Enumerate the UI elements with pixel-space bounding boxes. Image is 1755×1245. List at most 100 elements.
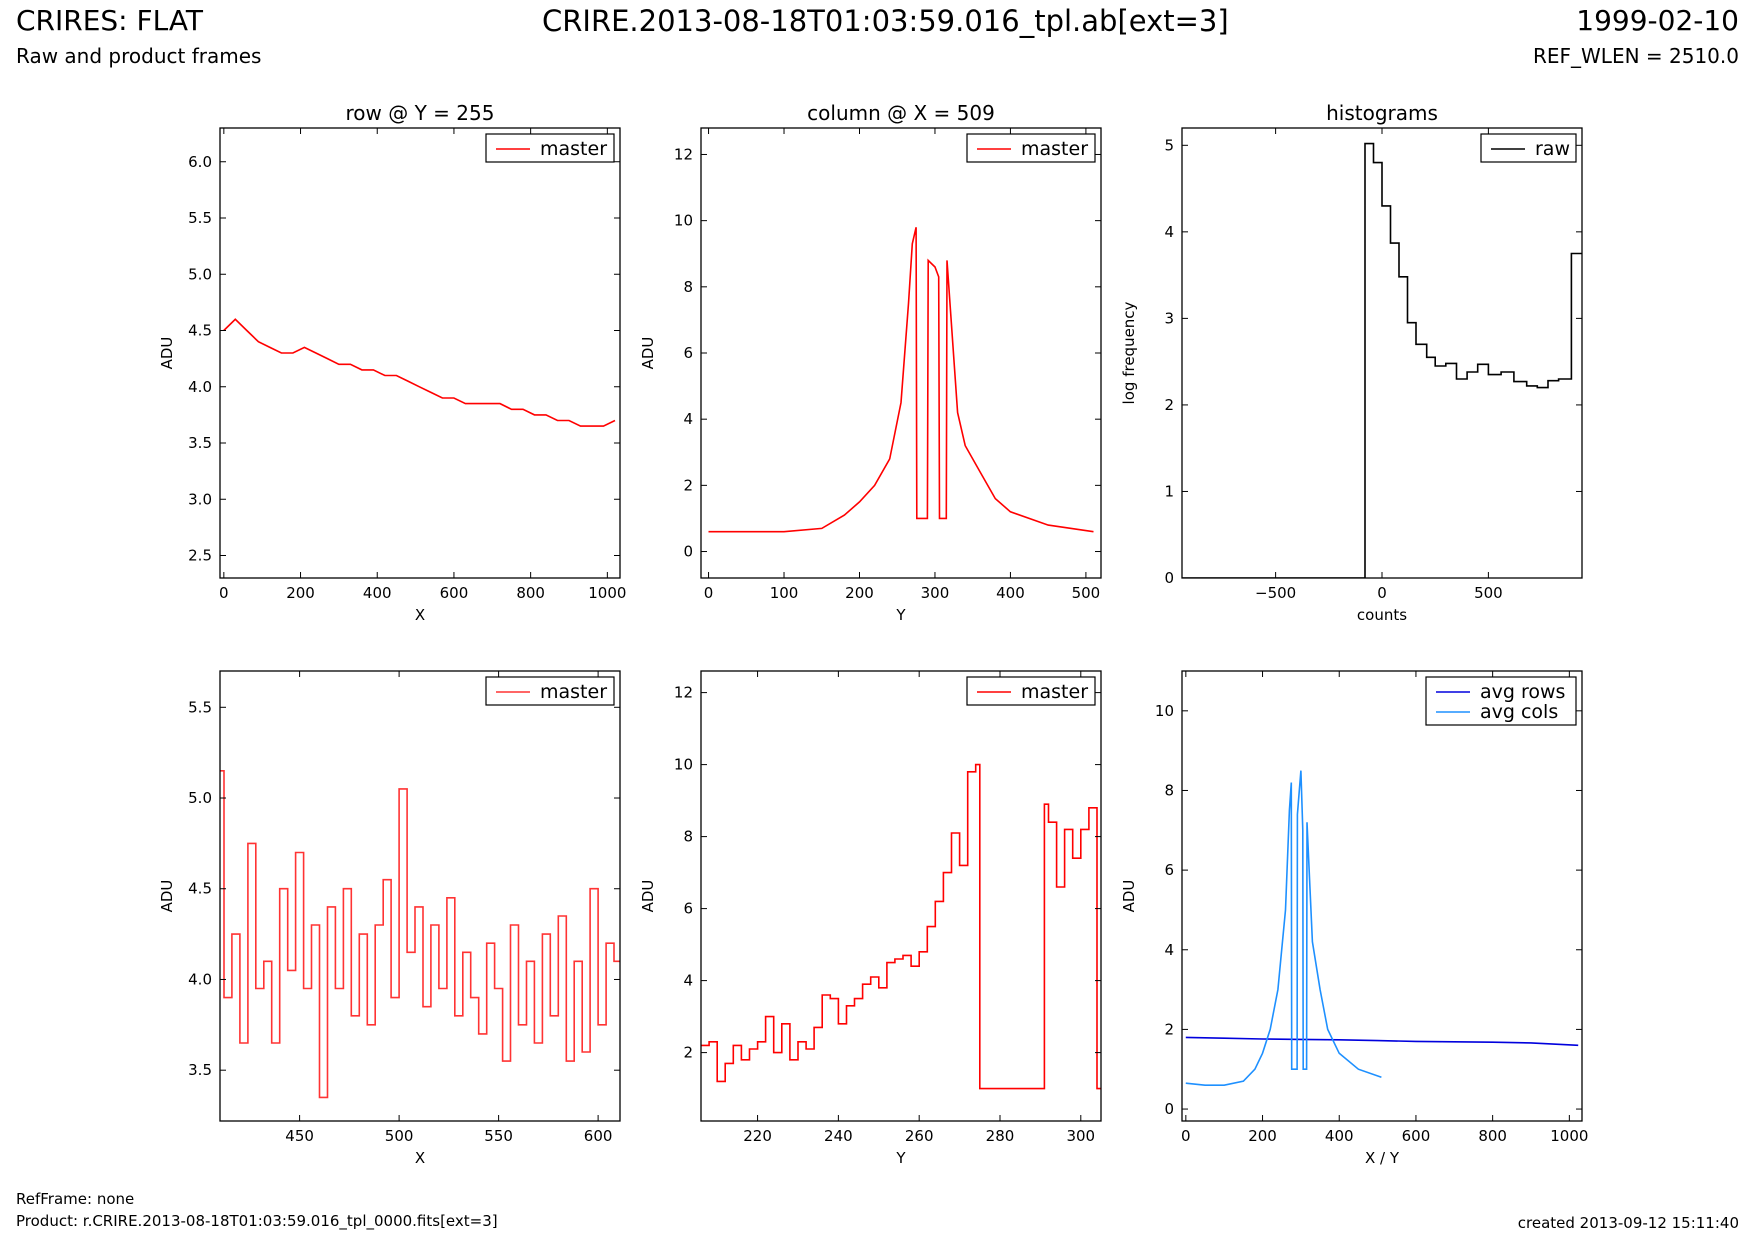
series-line-5-1 [701, 763, 1101, 1090]
chart-panel-3: −500 0 500 0 1 2 3 4 5 histograms counts log freque… [1120, 101, 1583, 624]
x-axis-label: counts [1357, 606, 1407, 624]
legend-label: avg cols [1480, 701, 1558, 723]
y-tick-label: 3 [1164, 309, 1174, 327]
y-tick-label: 1 [1164, 482, 1174, 500]
y-tick-label: 0 [683, 543, 693, 561]
x-axis-label: X / Y [1365, 1149, 1400, 1167]
x-tick-label: 800 [516, 584, 545, 602]
x-tick-label: 600 [584, 1127, 613, 1145]
plot-frame [219, 670, 621, 1122]
x-axis-label: Y [895, 606, 906, 624]
y-axis-label: ADU [158, 880, 176, 913]
y-tick-label: 2 [1164, 1020, 1174, 1038]
refframe-label: RefFrame: none [16, 1190, 135, 1208]
x-tick-label: 200 [286, 584, 315, 602]
y-tick-label: 10 [674, 212, 693, 230]
x-tick-label: 500 [1474, 584, 1503, 602]
y-tick-label: 3.5 [188, 434, 212, 452]
x-tick-label: 260 [905, 1127, 934, 1145]
page-subtitle: Raw and product frames [16, 44, 262, 68]
x-tick-label: 300 [921, 584, 950, 602]
plot-frame [219, 127, 621, 579]
x-tick-label: 280 [986, 1127, 1015, 1145]
x-tick-label: 500 [385, 1127, 414, 1145]
chart-panel-1: 0 200 400 600 800 1000 2.5 3.0 3.5 4.0 4.5 5.0 5.5 6.… [158, 101, 626, 624]
x-tick-label: 300 [1066, 1127, 1095, 1145]
y-tick-label: 4.0 [188, 970, 212, 988]
legend-box [485, 133, 615, 163]
chart-panel-5: 220 240 260 280 300 2 4 6 8 10 12 Y ADU master [639, 670, 1102, 1167]
x-tick-label: 550 [484, 1127, 513, 1145]
chart-panel-2: 0 100 200 300 400 500 0 2 4 6 8 10 12 column @ X = 50… [639, 101, 1102, 624]
y-tick-label: 2 [1164, 396, 1174, 414]
legend: master [485, 133, 615, 163]
y-tick-label: 5.0 [188, 789, 212, 807]
chart-title: row @ Y = 255 [346, 101, 495, 125]
chart-title: histograms [1326, 101, 1438, 125]
product-label: Product: r.CRIRE.2013-08-18T01:03:59.016… [16, 1212, 498, 1230]
y-tick-label: 6 [1164, 861, 1174, 879]
x-axis-label: X [415, 606, 425, 624]
x-axis-label: X [415, 1149, 425, 1167]
y-tick-label: 4 [683, 410, 693, 428]
x-tick-label: 600 [440, 584, 469, 602]
y-tick-label: 2 [683, 1044, 693, 1062]
legend-label: master [1021, 138, 1088, 160]
x-tick-label: 200 [845, 584, 874, 602]
legend-box [966, 133, 1096, 163]
legend-box [1425, 676, 1577, 726]
x-tick-label: 400 [1325, 1127, 1354, 1145]
y-axis-label: log frequency [1120, 301, 1138, 404]
y-tick-label: 3.5 [188, 1061, 212, 1079]
x-tick-label: −500 [1255, 584, 1296, 602]
y-axis-label: ADU [1120, 880, 1138, 913]
series-line-2-1 [708, 227, 1094, 533]
legend-label: avg rows [1480, 681, 1565, 703]
plot-frame [700, 670, 1102, 1122]
x-tick-label: 600 [1402, 1127, 1431, 1145]
y-tick-label: 4 [683, 972, 693, 990]
legend: master [966, 676, 1096, 706]
ref-wlen: REF_WLEN = 2510.0 [1532, 44, 1739, 68]
legend-box [1480, 133, 1577, 163]
page-title: CRIRES: FLAT [16, 4, 203, 37]
legend-label: master [540, 138, 607, 160]
y-tick-label: 8 [683, 828, 693, 846]
y-tick-label: 4.5 [188, 322, 212, 340]
chart-panel-4: 450 500 550 600 3.5 4.0 4.5 5.0 5.5 X ADU master [158, 670, 621, 1167]
y-tick-label: 6 [683, 900, 693, 918]
series-line-6-2 [1185, 770, 1382, 1086]
y-tick-label: 4 [1164, 941, 1174, 959]
series-line-1-1 [223, 318, 616, 427]
y-tick-label: 8 [683, 278, 693, 296]
legend-label: raw [1535, 138, 1570, 160]
file-title: CRIRE.2013-08-18T01:03:59.016_tpl.ab[ext… [542, 4, 1229, 38]
y-tick-label: 12 [674, 684, 693, 702]
y-tick-label: 5.5 [188, 209, 212, 227]
x-tick-label: 0 [1181, 1127, 1191, 1145]
y-axis-label: ADU [639, 337, 657, 370]
y-tick-label: 10 [1155, 702, 1174, 720]
y-tick-label: 4 [1164, 223, 1174, 241]
y-tick-label: 3.0 [188, 490, 212, 508]
x-tick-label: 500 [1072, 584, 1101, 602]
series-line-6-1 [1185, 1036, 1579, 1047]
x-tick-label: 0 [219, 584, 229, 602]
created-label: created 2013-09-12 15:11:40 [1517, 1214, 1739, 1232]
y-tick-label: 10 [674, 756, 693, 774]
chart-title: column @ X = 509 [807, 101, 995, 125]
x-axis-label: Y [895, 1149, 906, 1167]
x-tick-label: 800 [1478, 1127, 1507, 1145]
y-axis-label: ADU [158, 337, 176, 370]
legend-label: master [540, 681, 607, 703]
legend-label: master [1021, 681, 1088, 703]
legend: raw [1480, 133, 1577, 163]
y-tick-label: 5 [1164, 136, 1174, 154]
x-tick-label: 0 [1377, 584, 1387, 602]
plot-frame [1181, 670, 1583, 1122]
x-tick-label: 220 [743, 1127, 772, 1145]
y-tick-label: 6.0 [188, 153, 212, 171]
y-tick-label: 12 [674, 145, 693, 163]
